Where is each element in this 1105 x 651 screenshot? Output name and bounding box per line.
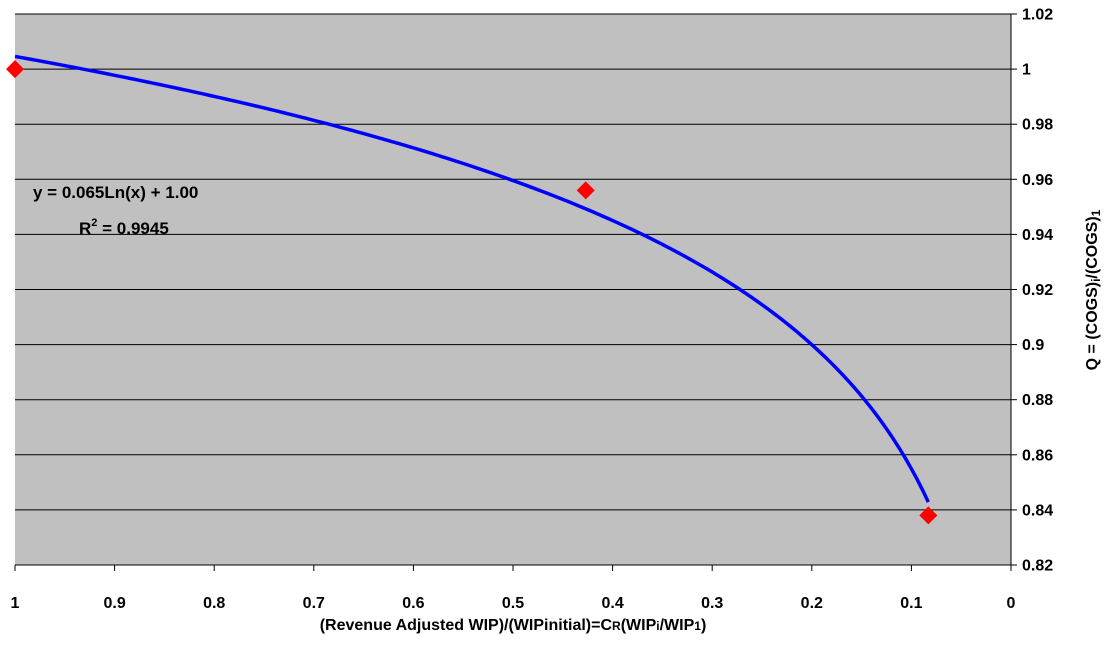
x-axis-ticks: 1 0.9 0.8 0.7 0.6 0.5 0.4 0.3 0.2 0.1 0: [11, 565, 1016, 612]
y-axis-ticks: 0.82 0.84 0.86 0.88 0.9 0.92 0.94 0.96 0.98 1 1.02: [1011, 7, 1053, 575]
y-tick-label: 0.98: [1022, 117, 1053, 134]
y-axis-title: Q = (COGS)i/(COGS)1: [1084, 209, 1103, 370]
r-squared-sup: 2: [91, 217, 97, 229]
y-tick-label: 0.86: [1022, 447, 1053, 464]
y-tick-label: 0.9: [1022, 337, 1044, 354]
y-tick-label: 0.92: [1022, 282, 1053, 299]
data-point: [576, 181, 595, 200]
x-axis-title: (Revenue Adjusted WIP)/(WIPinitial)=CR(W…: [320, 617, 707, 634]
r-squared-r: R: [79, 219, 91, 238]
x-tick-label: 1: [11, 595, 20, 612]
x-tick-label: 0.9: [103, 595, 125, 612]
y-tick-label: 0.96: [1022, 172, 1053, 189]
y-tick-label: 0.88: [1022, 392, 1053, 409]
r-squared-value: = 0.9945: [97, 219, 168, 238]
y-tick-label: 1.02: [1022, 7, 1053, 24]
trendline: [14, 54, 930, 503]
r-squared-label: R2 = 0.9945: [79, 217, 169, 238]
x-tick-label: 0: [1007, 595, 1016, 612]
x-tick-label: 0.5: [502, 595, 524, 612]
x-tick-label: 0.2: [801, 595, 823, 612]
x-tick-label: 0.4: [601, 595, 623, 612]
x-tick-label: 0.8: [203, 595, 225, 612]
gridlines: [15, 13, 1011, 511]
y-tick-label: 1: [1022, 62, 1031, 79]
data-point: [919, 506, 938, 525]
x-tick-label: 0.1: [900, 595, 922, 612]
x-tick-label: 0.6: [402, 595, 424, 612]
data-point: [6, 60, 24, 79]
y-tick-label: 0.94: [1022, 227, 1053, 244]
y-tick-label: 0.82: [1022, 558, 1053, 575]
y-tick-label: 0.84: [1022, 502, 1053, 519]
x-tick-label: 0.7: [303, 595, 325, 612]
data-points: [6, 60, 938, 525]
x-tick-label: 0.3: [701, 595, 723, 612]
trendline-equation: y = 0.065Ln(x) + 1.00: [33, 183, 198, 202]
